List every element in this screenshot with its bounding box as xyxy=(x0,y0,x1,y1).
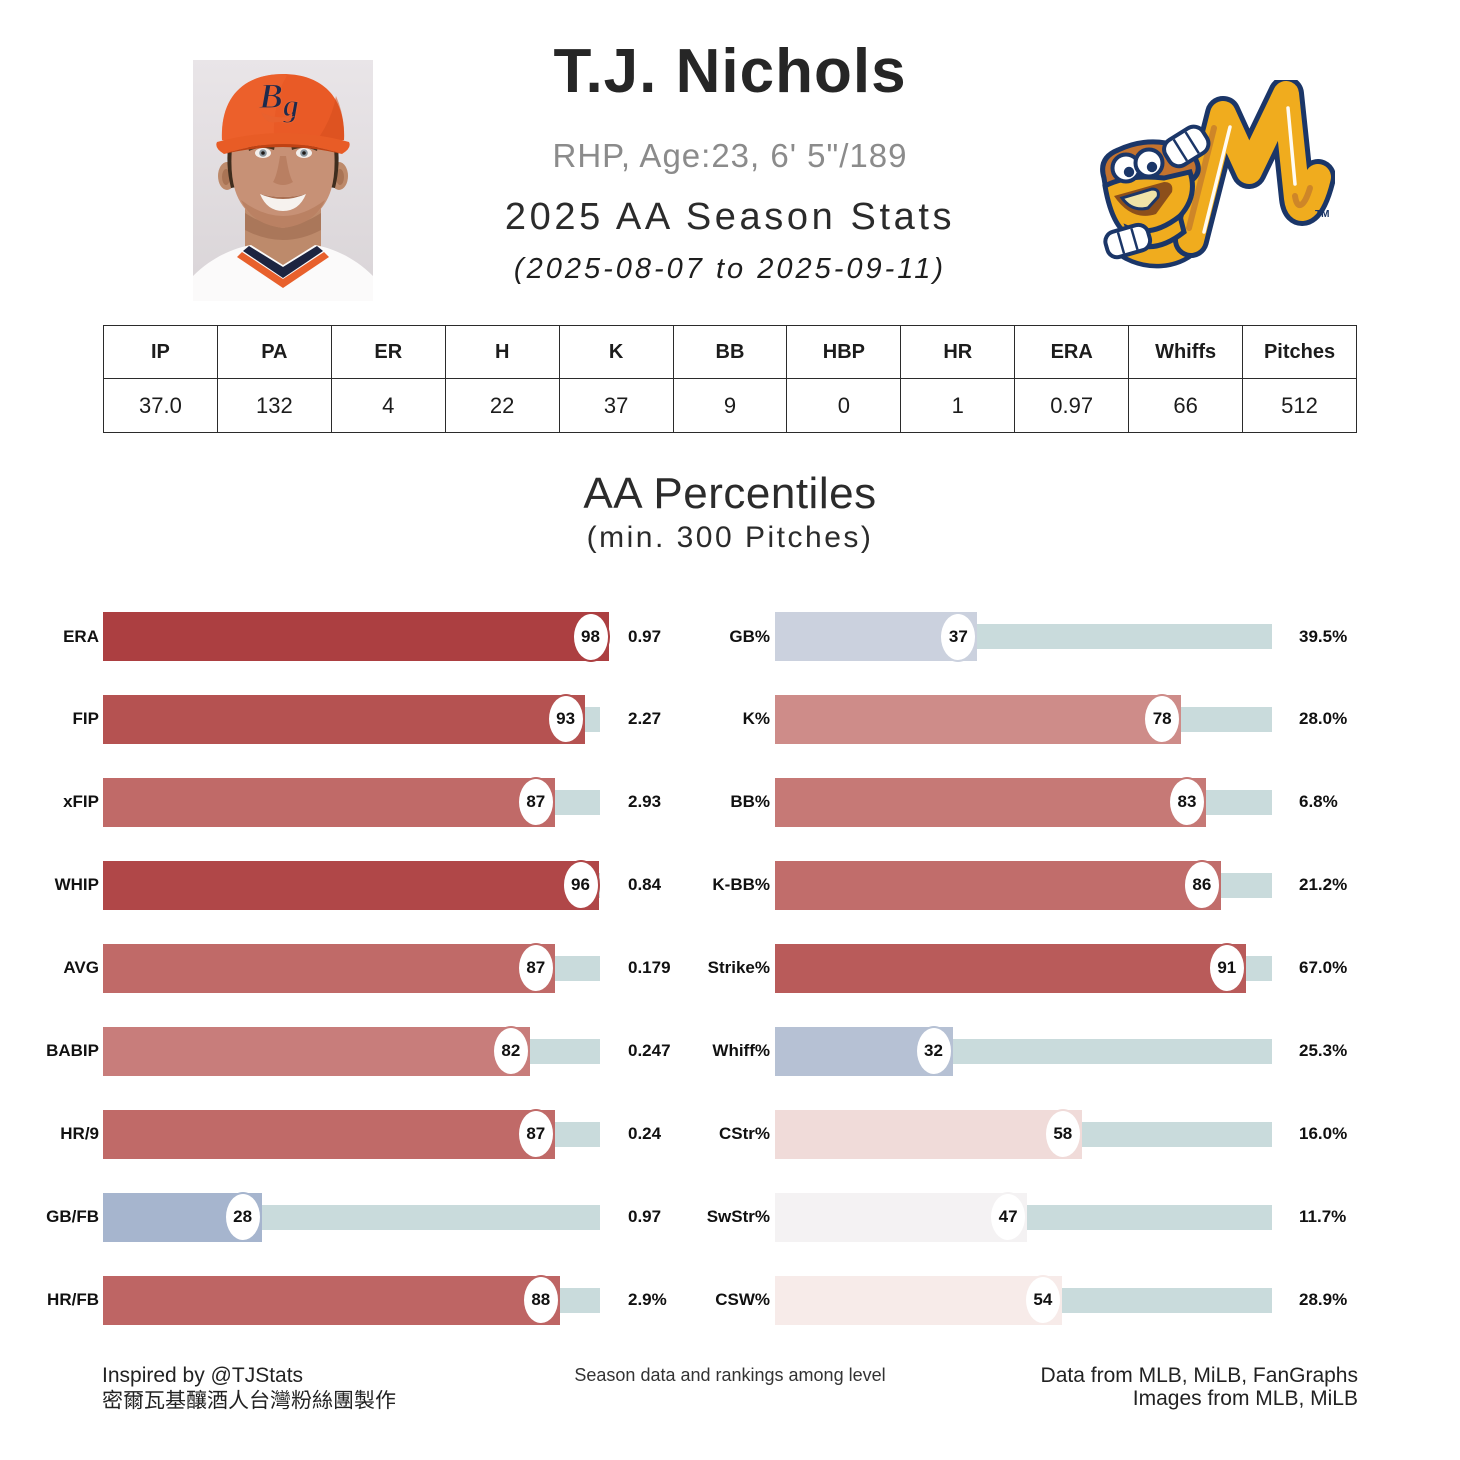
svg-text:B: B xyxy=(258,76,283,116)
svg-text:TM: TM xyxy=(1315,209,1329,220)
svg-text:g: g xyxy=(282,87,299,123)
